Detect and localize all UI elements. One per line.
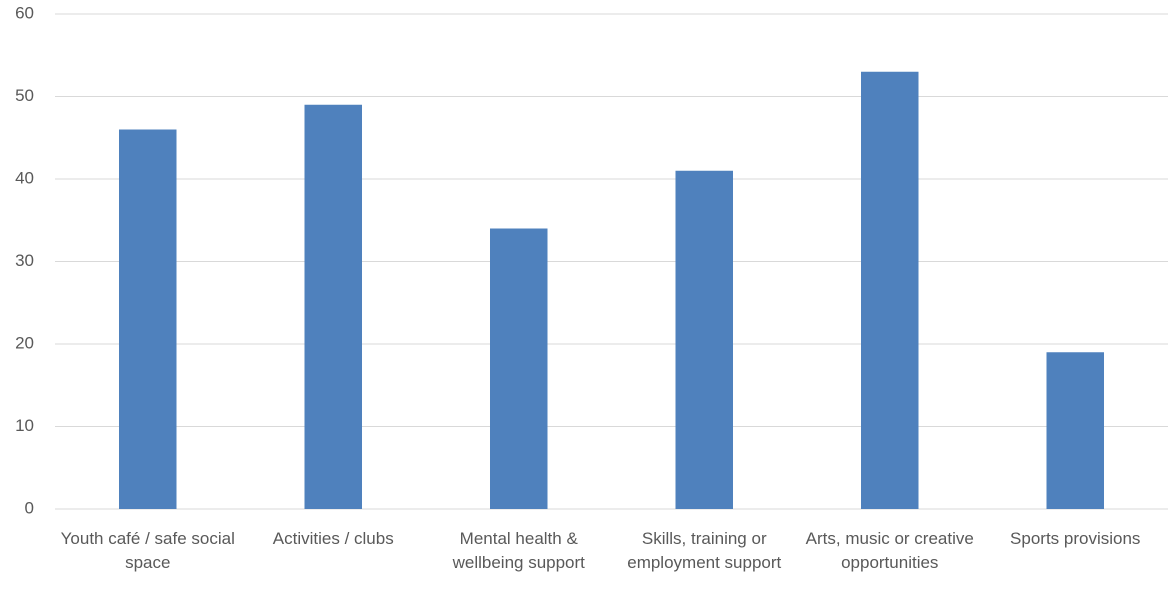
x-tick-label: Activities / clubs [272, 529, 394, 548]
y-tick-label: 50 [15, 86, 34, 105]
bar [675, 170, 734, 509]
y-tick-label: 40 [15, 168, 34, 187]
bar [118, 129, 177, 509]
x-tick-label: Youth café / safe social space [60, 529, 235, 572]
y-tick-label: 10 [15, 416, 34, 435]
x-tick-label: Mental health & wellbeing support [452, 529, 585, 572]
bar [304, 104, 363, 509]
x-tick-label: Skills, training or employment support [627, 529, 782, 572]
bar [489, 228, 548, 509]
y-tick-label: 0 [25, 498, 34, 517]
bar [860, 71, 919, 509]
x-tick-label: Sports provisions [1010, 529, 1141, 548]
y-tick-label: 30 [15, 251, 34, 270]
bar [1046, 352, 1105, 509]
x-tick-label: Arts, music or creative opportunities [805, 529, 974, 572]
y-tick-label: 20 [15, 333, 34, 352]
y-tick-label: 60 [15, 3, 34, 22]
